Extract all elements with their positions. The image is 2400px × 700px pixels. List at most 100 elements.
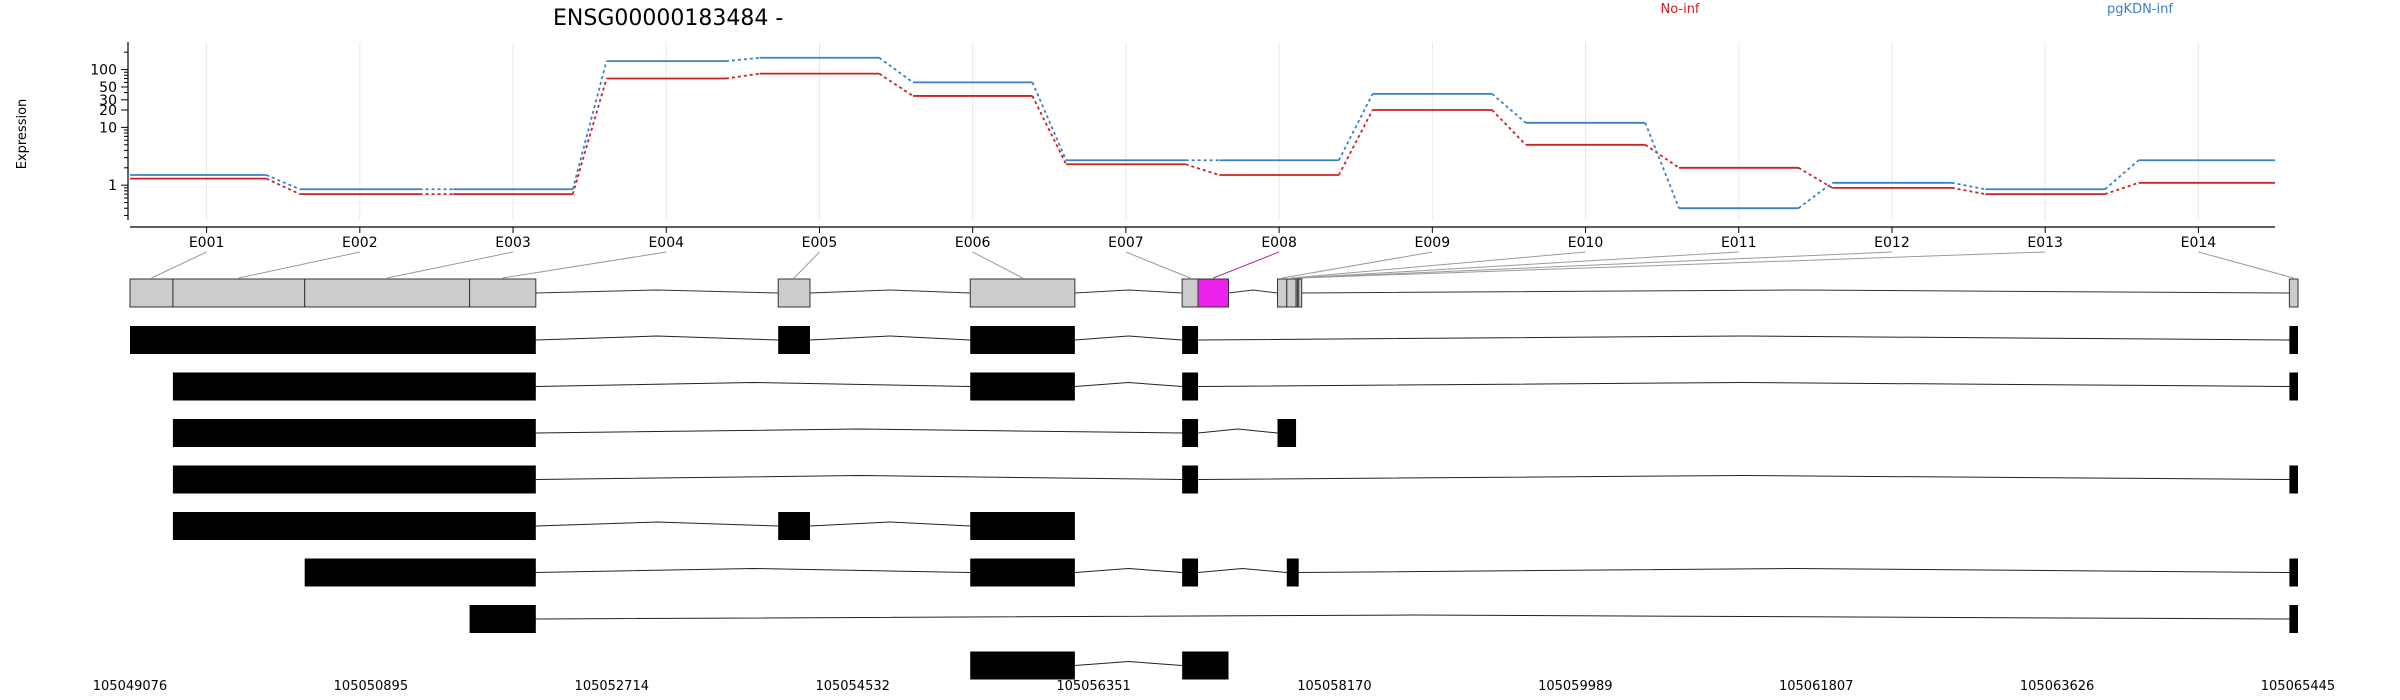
x-tick-label: E007 [1108,235,1144,251]
transcript-exon [970,512,1075,540]
transcript-intron [535,521,779,527]
transcript-layer [130,326,2298,680]
genomic-tick-label: 105056351 [1056,679,1130,694]
genomic-tick-label: 105049076 [93,679,167,694]
transcript-intron [1074,381,1183,387]
genomic-tick-label: 105059989 [1538,679,1612,694]
transcript-exon [1286,558,1299,587]
exon-bin [172,278,306,308]
genomic-axis: 105049076 105050895 105052714 105054532 1050… [93,679,2335,694]
series-layer [130,56,2275,210]
transcript-intron [1074,567,1183,573]
gene-intron [1074,289,1183,294]
transcript-intron [1198,381,2290,387]
exon-connector [1296,251,1739,279]
exon-connector [1291,251,1586,279]
transcript-intron [1198,474,2290,480]
exon-connector [1125,251,1191,279]
exon-bin [1298,278,1303,308]
y-tick-label: 1 [108,178,117,194]
y-tick-label: 30 [99,93,117,109]
exon-connector [1213,251,1280,279]
series-connector [2104,159,2140,190]
transcript-track [469,605,2298,633]
genomic-tick-label: 105050895 [334,679,408,694]
series-connector [266,174,301,191]
x-tick-label: E006 [955,235,991,251]
x-tick-label: E009 [1415,235,1451,251]
exon-connector [1298,251,1892,279]
transcript-exon [970,326,1075,354]
exon-connector [793,251,820,279]
transcript-track [304,558,2298,587]
exon-bin [1197,278,1230,308]
transcript-track [130,326,2298,354]
series-connector [878,72,914,97]
series-connector [1338,93,1374,161]
series-connector [1491,109,1527,146]
transcript-track [172,419,1297,447]
x-tick-label: E002 [342,235,378,251]
series-connector [571,60,608,190]
transcript-intron [1074,335,1183,341]
exon-bin [969,278,1076,308]
chart-title: ENSG00000183484 - [553,6,783,31]
transcript-intron [1197,567,1287,573]
series-connector [1031,95,1067,165]
legend-entry-pgkdn-inf: pgKDN-inf [2107,2,2173,17]
genomic-tick-label: 105065445 [2261,679,2335,694]
transcript-exon [778,512,810,540]
exon-bin [2288,278,2299,308]
exon-bin [1277,278,1288,308]
transcript-exon [1182,651,1229,680]
exon-bin [1181,278,1199,308]
series-connector [1491,93,1527,124]
genomic-tick-label: 105054532 [815,679,889,694]
transcript-intron [809,335,971,341]
x-tick-label: E001 [189,235,225,251]
gene-intron [1228,289,1278,294]
transcript-exon [2289,605,2298,633]
transcript-track [172,465,2298,494]
transcript-intron [535,474,1183,480]
x-tick-label: E005 [802,235,838,251]
series-connector [725,72,760,80]
transcript-exon [469,605,536,633]
transcript-track [970,651,1229,680]
series-connector [1338,109,1374,176]
y-tick-label: 20 [99,103,117,119]
y-axis-label: Expression [15,99,30,170]
transcript-exon [2289,558,2298,587]
transcript-exon [2289,372,2298,401]
exon-connector [1299,251,2046,279]
exon-bin [1286,278,1297,308]
x-tick-label: E008 [1261,235,1297,251]
legend-entry-no-inf: No-inf [1660,2,1699,17]
transcript-exon [970,372,1075,401]
transcript-exon [172,512,536,540]
series-connector [265,177,301,195]
exon-connector [151,251,207,279]
transcript-exon [2289,326,2298,354]
transcript-exon [1182,419,1199,447]
series-connector [1185,163,1220,176]
transcript-track [172,512,1075,540]
transcript-exon [130,326,536,354]
x-tick-label: E004 [648,235,684,251]
series-connector [1797,182,1833,209]
exon-connector [387,251,514,279]
x-tick-label: E003 [495,235,531,251]
transcript-exon [778,326,810,354]
gene-intron [535,289,779,294]
transcript-exon [172,372,536,401]
series-pgkdn-inf [130,56,2275,210]
transcript-exon [304,558,536,587]
transcript-exon [970,651,1075,680]
x-tick-label: E010 [1568,235,1604,251]
transcript-intron [535,335,779,341]
transcript-intron [809,521,971,527]
exon-connector [2198,251,2294,279]
transcript-exon [172,419,536,447]
transcript-exon [1182,558,1199,587]
